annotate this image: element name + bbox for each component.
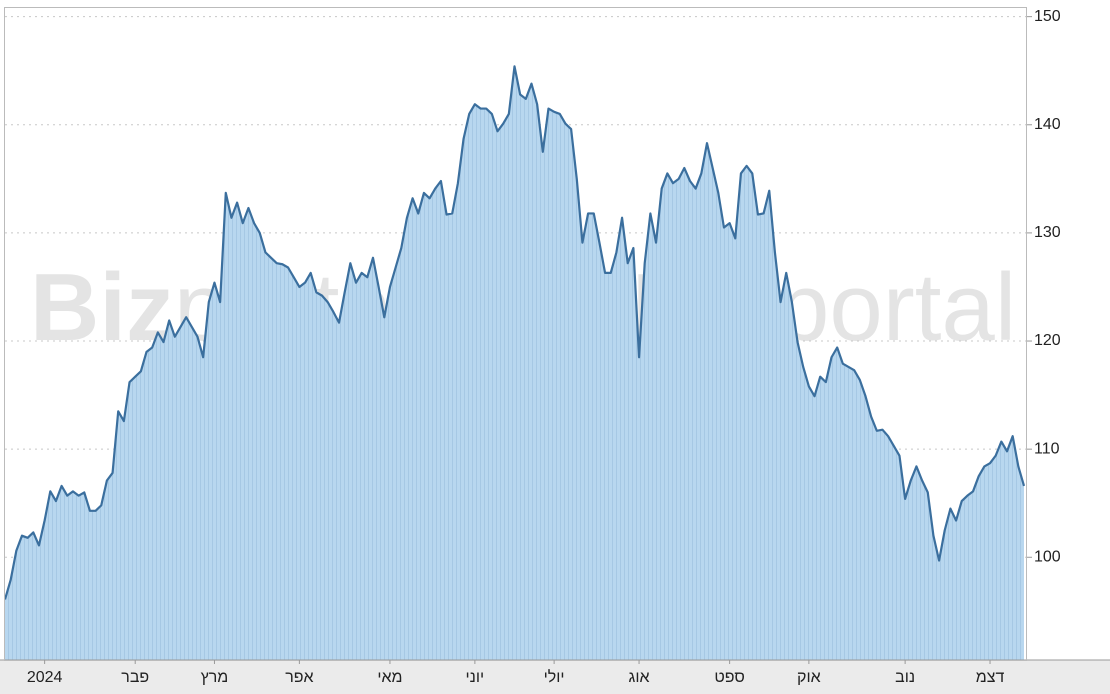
y-tick-label: 140 <box>1034 116 1061 133</box>
x-tick-label: אפר <box>285 669 313 686</box>
x-tick-label: אוג <box>629 669 650 686</box>
x-tick-label: יוני <box>466 669 485 686</box>
x-tick-label: מרץ <box>201 669 229 686</box>
axes: 100 110 120 130 140 150 2024 פבר מרץ אפר מאי יוני יו… <box>27 8 1061 686</box>
x-axis-band <box>0 660 1110 694</box>
watermark-light: portal <box>776 254 1016 361</box>
y-tick-label: 100 <box>1034 548 1061 565</box>
x-tick-label: דצמ <box>976 669 1005 686</box>
y-tick-label: 120 <box>1034 332 1061 349</box>
line <box>3 65 1026 600</box>
watermark-bold: Biz <box>30 254 174 361</box>
x-tick-label: ספט <box>714 669 745 686</box>
x-tick-label: מאי <box>377 669 402 686</box>
x-tick-label: נוב <box>895 669 915 686</box>
y-tick-label: 130 <box>1034 224 1061 241</box>
y-tick-label: 150 <box>1034 8 1061 25</box>
y-tick-label: 110 <box>1034 440 1060 457</box>
x-tick-label: אוק <box>797 669 821 686</box>
x-tick-label: 2024 <box>27 669 63 686</box>
area <box>5 66 1024 660</box>
x-tick-label: יולי <box>544 668 565 686</box>
plot <box>3 65 1026 660</box>
x-tick-label: פבר <box>121 669 149 686</box>
plot-frame <box>4 7 1027 661</box>
